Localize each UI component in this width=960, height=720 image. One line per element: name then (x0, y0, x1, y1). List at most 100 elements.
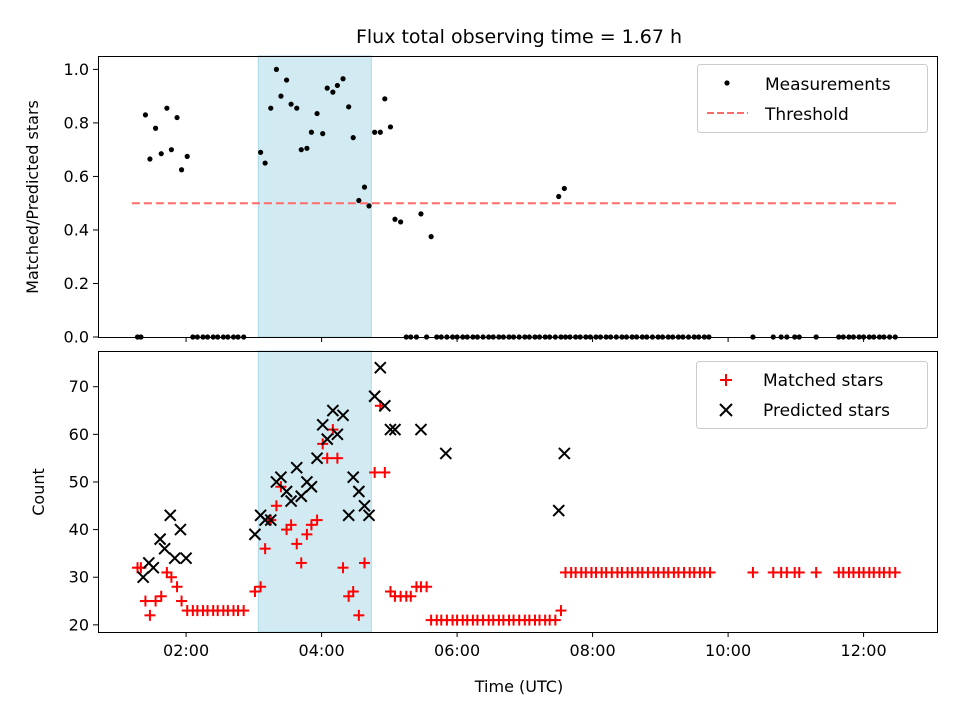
measurement-point (168, 147, 174, 153)
matched-star-point (421, 581, 433, 593)
top-legend-box (697, 64, 928, 133)
predicted-star-point (414, 423, 428, 436)
matched-star-point (155, 590, 167, 602)
matched-star-point (347, 586, 359, 598)
measurement-point (308, 129, 315, 135)
top-y-ticks: 0.0 0.2 0.4 0.6 0.8 1.0 (64, 60, 98, 347)
predicted-star-point (358, 499, 371, 512)
matched-star-point (171, 581, 183, 593)
matched-star-point (889, 566, 901, 578)
top-y-axis-label: Matched/Predicted stars (23, 100, 42, 294)
predicted-star-point (368, 390, 381, 403)
matched-star-point (321, 452, 333, 464)
top-y-tick-label: 0.0 (64, 328, 89, 347)
predicted-star-point (439, 447, 453, 460)
matched-star-point (270, 500, 282, 512)
predicted-star-point (264, 513, 277, 527)
measurement-point (142, 112, 149, 118)
x-axis-label: Time (UTC) (474, 677, 563, 696)
legend-predicted-label: Predicted stars (763, 401, 890, 421)
predicted-star-point (290, 461, 303, 474)
measurement-point (178, 167, 185, 173)
measurement-point (377, 129, 383, 135)
bottom-y-ticks: 20 30 40 50 60 70 (69, 377, 98, 634)
bottom-y-axis-label: Count (29, 468, 48, 516)
matched-star-point (176, 595, 188, 607)
bottom-panel: 20 30 40 50 60 70 02:00 04:00 06:00 08:00 10:00 12… (29, 350, 938, 696)
predicted-star-point (362, 509, 376, 522)
matched-star-point (331, 452, 343, 464)
top-y-tick-label: 1.0 (64, 60, 89, 79)
x-tick-label: 06:00 (434, 641, 480, 660)
matched-star-point (301, 528, 313, 540)
matched-star-point (144, 609, 156, 621)
predicted-star-point (295, 490, 308, 503)
measurement-point (298, 147, 304, 153)
predicted-star-point (305, 480, 318, 493)
predicted-star-point (284, 494, 298, 508)
predicted-star-point (336, 409, 350, 422)
measurement-point (273, 66, 280, 72)
matched-star-point (379, 466, 391, 478)
measurement-point (324, 85, 330, 91)
matched-star-point (285, 519, 297, 531)
bottom-legend-box (696, 361, 928, 429)
legend-matched-marker (720, 374, 732, 386)
x-tick-label: 12:00 (841, 641, 887, 660)
measurement-point (158, 151, 164, 157)
measurement-point (330, 89, 336, 95)
matched-star-point (255, 581, 267, 593)
predicted-star-point (384, 423, 397, 436)
bottom-axes-frame (98, 351, 938, 633)
measurement-point (320, 131, 326, 137)
measurement-point (262, 160, 268, 166)
measurement-point (334, 82, 340, 89)
measurement-point (184, 153, 190, 159)
predicted-star-point (342, 509, 355, 522)
matched-star-point (704, 566, 716, 578)
matched-star-point (259, 543, 271, 555)
predicted-star-point (179, 551, 193, 565)
predicted-star-point (374, 361, 387, 374)
measurement-point (366, 203, 372, 209)
matched-star-point (249, 586, 261, 598)
predicted-star-point (136, 571, 150, 584)
bottom-y-tick-label: 20 (69, 615, 89, 634)
chart-title: Flux total observing time = 1.67 h (356, 26, 682, 48)
matched-star-point (291, 538, 303, 550)
predicted-star-point (168, 551, 181, 565)
top-y-tick-label: 0.2 (64, 274, 89, 293)
matched-star-point (810, 566, 822, 578)
measurement-point (398, 219, 404, 225)
predicted-star-point (153, 532, 167, 546)
measurement-point (561, 185, 567, 192)
measurement-point (346, 104, 352, 110)
x-tick-label: 04:00 (299, 641, 345, 660)
predicted-star-point (352, 485, 366, 498)
top-y-tick-label: 0.4 (64, 220, 89, 239)
legend-measurements-label: Measurements (765, 75, 891, 95)
matched-star-point (238, 605, 250, 617)
measurement-point (283, 77, 290, 83)
matched-star-point (549, 614, 561, 626)
matched-star-point (747, 566, 759, 578)
measurement-point (372, 129, 378, 135)
measurement-point (350, 135, 356, 141)
predicted-star-point (558, 447, 571, 460)
measurement-point (294, 105, 300, 111)
measurement-point (382, 96, 388, 102)
x-tick-label: 10:00 (705, 641, 751, 660)
measurement-point (278, 93, 284, 99)
bottom-y-tick-label: 30 (69, 568, 89, 587)
matched-star-point (311, 514, 323, 526)
measurement-point (340, 76, 346, 82)
legend-predicted-marker (719, 403, 733, 417)
predicted-star-point (316, 418, 329, 432)
matched-star-point (150, 595, 162, 607)
predicted-star-point (346, 471, 360, 484)
top-y-tick-label: 0.8 (64, 113, 89, 132)
matched-star-point (369, 466, 381, 478)
measurement-point (418, 211, 424, 217)
bottom-legend: Matched stars Predicted stars (696, 361, 928, 429)
